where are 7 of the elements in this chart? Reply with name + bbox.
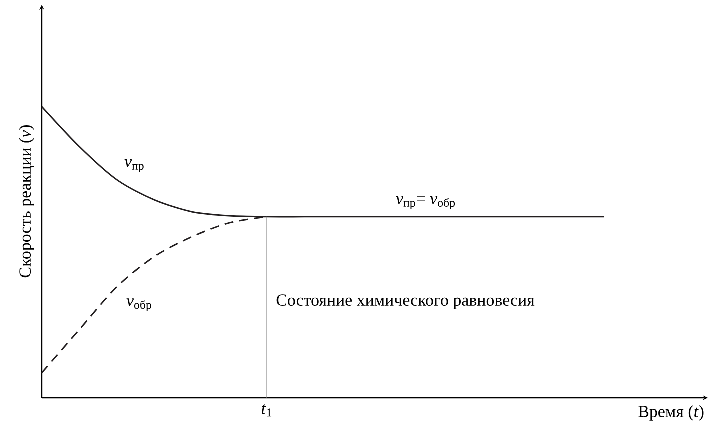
series-label: v$_{пр}$ bbox=[124, 160, 144, 172]
text: t$_{1}$ bbox=[262, 404, 272, 417]
series-label: v$_{обр}$ bbox=[126, 298, 152, 312]
y-axis-title: Скорость реакции (v) bbox=[19, 125, 34, 278]
annotation: v$_{пр}$= v$_{обр}$ bbox=[396, 196, 456, 210]
x-axis-title: Время (t) bbox=[638, 406, 704, 421]
annotation: Состояние химического равновесия bbox=[276, 294, 535, 310]
